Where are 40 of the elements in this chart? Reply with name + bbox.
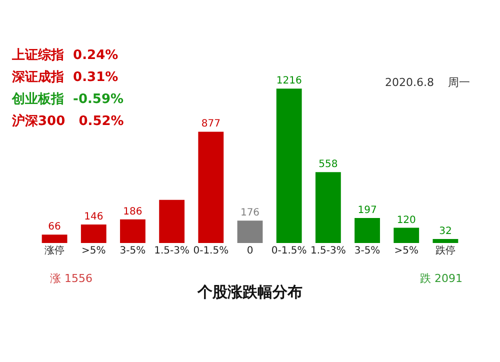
x-tick-label: 0-1.5%	[193, 246, 229, 256]
bar	[432, 238, 458, 243]
bar	[237, 220, 263, 243]
bar	[198, 132, 224, 243]
bar	[315, 172, 341, 243]
x-tick-label: 1.5-3%	[154, 246, 190, 256]
x-tick-label: 3-5%	[120, 246, 146, 256]
x-tick-label: 0-1.5%	[271, 246, 307, 256]
data-label: 176	[240, 208, 260, 219]
data-label: 186	[123, 206, 142, 218]
bar	[159, 200, 185, 243]
text: 个股涨跌幅分布	[196, 283, 302, 301]
data-label: 120	[396, 214, 416, 226]
data-label: 1216	[276, 76, 302, 87]
x-tick-label: 涨停	[44, 244, 65, 256]
bar	[80, 224, 106, 243]
data-label: 877	[201, 118, 220, 130]
x-tick-label: 跌停	[435, 244, 456, 256]
x-tick-label: 1.5-3%	[310, 246, 346, 256]
annotation: 2020.6.8 周一	[385, 75, 470, 90]
data-label: 32	[439, 226, 452, 237]
text: 跌 2091	[420, 271, 462, 286]
text: 涨 1556	[50, 271, 92, 286]
bar	[120, 219, 146, 243]
data-label: 197	[358, 204, 377, 216]
x-tick-label: 0	[246, 246, 254, 256]
annotation: 创业板指 -0.59%	[12, 91, 124, 108]
x-tick-label: >5%	[394, 246, 418, 256]
text: 深证成指 0.31%	[12, 69, 118, 86]
text: 上证综指 0.24%	[12, 46, 118, 64]
data-label: 558	[318, 159, 338, 170]
data-label: 66	[48, 222, 61, 233]
bar	[276, 88, 302, 243]
data-label: 146	[84, 211, 104, 222]
bar	[42, 234, 68, 243]
x-tick-label: 3-5%	[354, 246, 380, 256]
annotation: 沪深300 0.52%	[12, 112, 124, 130]
bar	[354, 218, 380, 243]
x-tick-label: >5%	[82, 246, 106, 256]
bar	[394, 228, 420, 243]
